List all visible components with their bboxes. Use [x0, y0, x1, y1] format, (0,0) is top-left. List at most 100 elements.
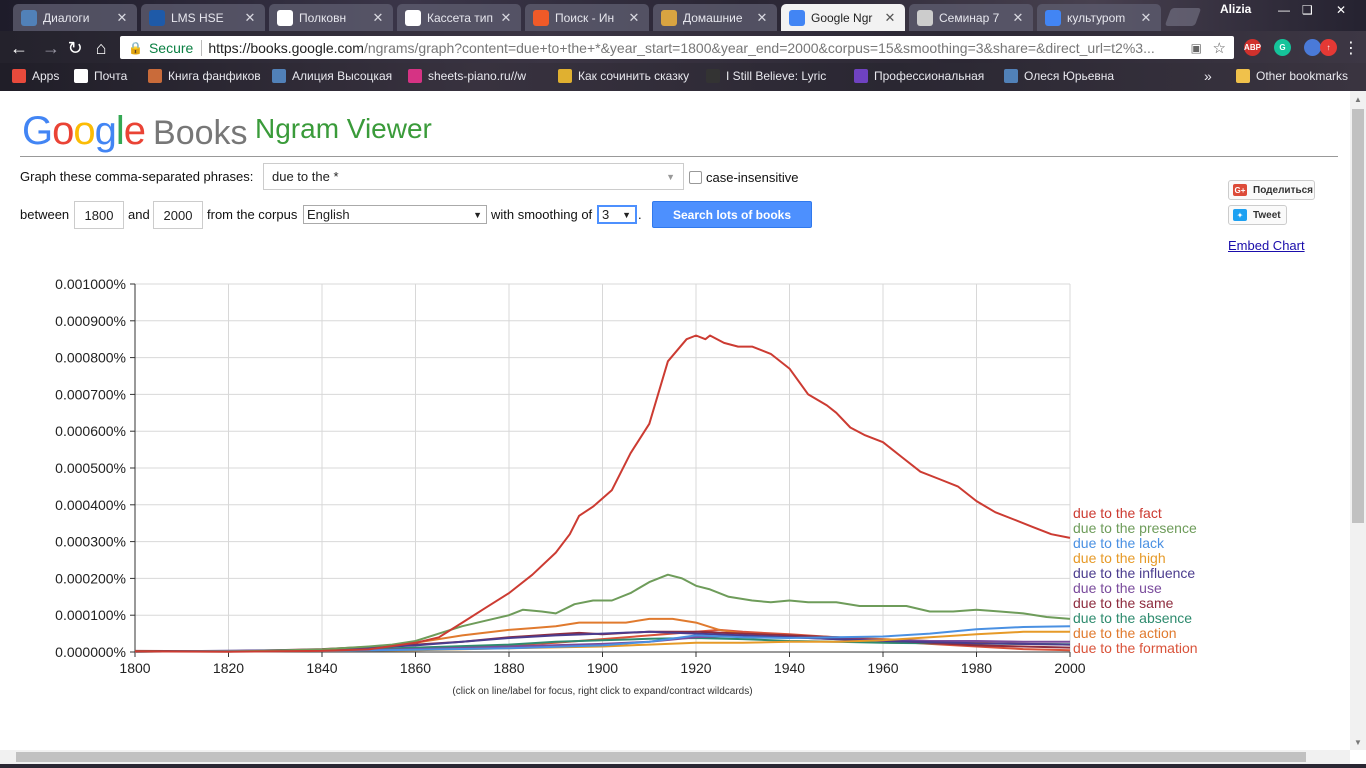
close-tab-icon[interactable]: ✕ [756, 9, 768, 25]
home-icon [661, 9, 677, 26]
embed-chart-link[interactable]: Embed Chart [1228, 238, 1305, 253]
phrases-input[interactable]: due to the * ▼ [263, 163, 684, 190]
grammarly-icon[interactable]: G [1274, 39, 1291, 56]
restore-icon[interactable]: ❑ [1302, 3, 1313, 17]
tab-6[interactable]: Домашние ✕ [653, 4, 777, 31]
series-line[interactable] [134, 630, 1071, 653]
tweet-button[interactable]: ✦ Tweet [1228, 205, 1287, 225]
tab-7[interactable]: Google Ngr ✕ [781, 4, 905, 31]
forward-icon: → [42, 37, 60, 58]
update-icon[interactable]: ↑ [1320, 39, 1337, 56]
case-insensitive-checkbox[interactable] [689, 171, 702, 184]
corpus-select[interactable]: English ▼ [303, 205, 487, 224]
series-line[interactable] [134, 625, 1071, 653]
legend-label[interactable]: due to the high [1073, 550, 1166, 566]
logo-letter: G [22, 109, 53, 153]
close-tab-icon[interactable]: ✕ [244, 9, 256, 25]
bookmark-item[interactable]: Other bookmarks [1236, 68, 1348, 84]
legend-label[interactable]: due to the fact [1073, 505, 1162, 521]
bookmark-item[interactable]: Профессиональная [854, 68, 984, 84]
bookmark-item[interactable]: Как сочинить сказку [558, 68, 689, 84]
google-plus-icon: G+ [1233, 184, 1247, 196]
secure-label: Secure [148, 39, 194, 56]
translate-icon[interactable]: ▣ [1190, 40, 1202, 55]
close-tab-icon[interactable]: ✕ [116, 9, 128, 25]
vertical-scrollbar[interactable]: ▲ ▼ [1350, 91, 1366, 750]
gplus-share-label: Поделиться [1253, 184, 1314, 196]
legend-label[interactable]: due to the use [1073, 580, 1162, 596]
x-tick-label: 1960 [867, 660, 898, 676]
year-end-input[interactable]: 2000 [153, 201, 203, 229]
address-bar[interactable]: 🔒 Secure https://books.google.com /ngram… [120, 36, 1234, 59]
y-tick-label: 0.000300% [55, 534, 126, 550]
bookmark-item[interactable]: sheets-piano.ru//w [408, 68, 526, 84]
reload-icon[interactable]: ↻ [67, 37, 83, 58]
legend-label[interactable]: due to the same [1073, 595, 1174, 611]
adblock-icon[interactable]: ABP [1244, 39, 1261, 56]
phrases-label: Graph these comma-separated phrases: [20, 169, 254, 184]
bookmark-item[interactable]: Олеся Юрьевна [1004, 68, 1114, 84]
bookmarks-overflow-icon[interactable]: » [1204, 68, 1212, 84]
tab-3[interactable]: Полковн ✕ [269, 4, 393, 31]
chevron-down-icon: ▼ [666, 172, 675, 182]
profile-name[interactable]: Alizia [1220, 2, 1252, 16]
series-line[interactable] [134, 334, 1071, 653]
bookmark-label: Олеся Юрьевна [1024, 69, 1115, 83]
tab-8[interactable]: Семинар 7 ✕ [909, 4, 1033, 31]
bookmark-icon [1004, 69, 1018, 83]
year-start-input[interactable]: 1800 [74, 201, 124, 229]
tab-9[interactable]: культуроm ✕ [1037, 4, 1161, 31]
close-tab-icon[interactable]: ✕ [500, 9, 512, 25]
bookmark-star-icon[interactable]: ☆ [1212, 39, 1226, 57]
bookmark-item[interactable]: I Still Believe: Lyric [706, 68, 826, 84]
chevron-down-icon: ▼ [473, 209, 482, 220]
vertical-scroll-thumb[interactable] [1352, 109, 1364, 523]
scroll-up-icon[interactable]: ▲ [1354, 94, 1362, 104]
back-icon[interactable]: ← [10, 37, 28, 58]
flag-icon[interactable] [1304, 39, 1321, 56]
close-tab-icon[interactable]: ✕ [1140, 9, 1152, 25]
bookmark-item[interactable]: Apps [12, 68, 59, 84]
close-tab-icon[interactable]: ✕ [1012, 9, 1024, 25]
close-tab-icon[interactable]: ✕ [884, 9, 896, 25]
bookmark-item[interactable]: Книга фанфиков [148, 68, 261, 84]
smoothing-label: with smoothing of [491, 207, 593, 222]
home-icon[interactable]: ⌂ [95, 37, 107, 58]
tab-1[interactable]: Диалоги ✕ [13, 4, 137, 31]
legend-label[interactable]: due to the influence [1073, 565, 1195, 581]
bookmark-label: Other bookmarks [1256, 69, 1349, 83]
corpus-value: English [307, 207, 350, 222]
smoothing-select[interactable]: 3 ▼ [597, 205, 637, 224]
minimize-icon[interactable]: — [1278, 3, 1290, 17]
legend-label[interactable]: due to the presence [1073, 520, 1197, 536]
scroll-down-icon[interactable]: ▼ [1354, 737, 1362, 747]
tab-label: Кассета тип [427, 10, 494, 25]
horizontal-scroll-thumb[interactable] [16, 752, 1306, 762]
bookmark-item[interactable]: Алиция Высоцкая [272, 68, 392, 84]
search-button[interactable]: Search lots of books [652, 201, 812, 228]
series-line[interactable] [134, 573, 1071, 653]
tab-2[interactable]: LMS HSE ✕ [141, 4, 265, 31]
tab-label: LMS HSE [171, 10, 224, 25]
bookmark-label: Книга фанфиков [168, 69, 261, 83]
close-tab-icon[interactable]: ✕ [628, 9, 640, 25]
google-books-logo[interactable]: Google Books [22, 109, 248, 154]
legend-label[interactable]: due to the absence [1073, 610, 1192, 626]
close-tab-icon[interactable]: ✕ [372, 9, 384, 25]
x-tick-label: 1880 [493, 660, 524, 676]
legend-label[interactable]: due to the lack [1073, 535, 1165, 551]
bookmark-icon [706, 69, 720, 83]
x-tick-label: 1920 [680, 660, 711, 676]
header-divider [20, 156, 1338, 157]
close-window-icon[interactable]: ✕ [1336, 3, 1347, 17]
menu-icon[interactable]: ⋮ [1343, 40, 1359, 57]
tab-5[interactable]: Поиск - Ин ✕ [525, 4, 649, 31]
horizontal-scrollbar[interactable] [0, 750, 1350, 764]
legend-label[interactable]: due to the action [1073, 625, 1177, 641]
tab-4[interactable]: Кассета тип ✕ [397, 4, 521, 31]
legend-label[interactable]: due to the formation [1073, 640, 1198, 656]
chevron-down-icon: ▼ [622, 209, 631, 220]
gplus-share-button[interactable]: G+ Поделиться [1228, 180, 1315, 200]
ngram-chart[interactable]: 1800 1820 1840 1860 1880 1900 1920 1940 1960 1980… [0, 269, 1240, 684]
bookmark-item[interactable]: Почта [74, 68, 127, 84]
